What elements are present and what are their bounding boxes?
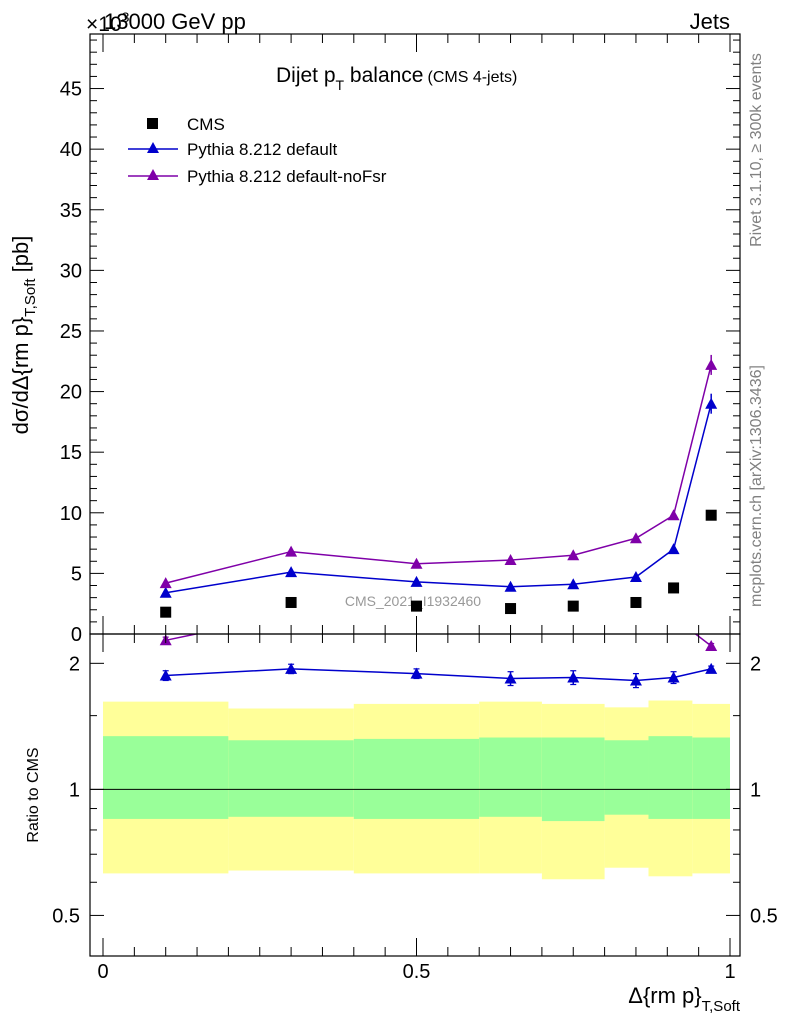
ratio-point xyxy=(630,581,642,592)
ratio-line xyxy=(165,668,712,682)
ratio-point xyxy=(705,639,718,651)
main-series xyxy=(159,354,718,618)
mc-point xyxy=(504,580,517,592)
y-tick-label: 5 xyxy=(71,563,82,585)
mc-point xyxy=(567,549,580,561)
legend: CMS Pythia 8.212 default Pythia 8.212 de… xyxy=(128,115,387,186)
cms-point xyxy=(668,582,680,594)
y-tick-label: 10 xyxy=(60,503,82,525)
ratio-y-tick-label: 2 xyxy=(69,653,80,675)
main-x-ticks xyxy=(102,34,731,634)
mc-point xyxy=(159,577,172,589)
ratio-y-tick-label-right: 2 xyxy=(750,653,761,675)
ratio-y-tick-label-right: 0.5 xyxy=(750,905,778,927)
exponent-label: ×103 xyxy=(86,9,130,36)
y-tick-label: 30 xyxy=(60,260,82,282)
y-tick-label: 45 xyxy=(60,79,82,101)
ratio-point xyxy=(159,669,172,681)
ratio-bands xyxy=(103,700,730,880)
energy-label: 13000 GeV pp xyxy=(104,9,246,34)
mc-point xyxy=(667,509,680,521)
ratio-point xyxy=(668,611,680,622)
inner-band xyxy=(541,737,605,822)
ratio-point xyxy=(667,671,680,683)
main-y-axis: 0 5 10 15 20 25 30 35 40 45 xyxy=(60,39,740,646)
mc-point xyxy=(410,557,423,569)
inner-band xyxy=(353,738,480,819)
ratio-point xyxy=(629,674,642,686)
ratio-point xyxy=(705,662,718,674)
series-0 xyxy=(160,509,717,618)
mc-point xyxy=(629,532,642,544)
ratio-x-axis: 0 0.5 1 xyxy=(97,634,736,983)
inner-band xyxy=(692,737,730,819)
y-tick-label: 15 xyxy=(60,442,82,464)
cms-point xyxy=(505,603,517,615)
series-line xyxy=(165,364,712,584)
y-tick-label: 40 xyxy=(60,139,82,161)
series-1 xyxy=(159,393,718,598)
legend-marker-default xyxy=(147,142,159,153)
x-tick-label: 0 xyxy=(97,961,108,983)
legend-label-default: Pythia 8.212 default xyxy=(187,140,338,159)
mc-point xyxy=(285,566,298,578)
legend-label-nofsr: Pythia 8.212 default-noFsr xyxy=(187,167,387,186)
ratio-point xyxy=(504,672,517,684)
cms-point xyxy=(285,596,297,608)
rivet-label: Rivet 3.1.10, ≥ 300k events xyxy=(748,53,765,247)
x-tick-label: 1 xyxy=(724,961,735,983)
mcplots-label: mcplots.cern.ch [arXiv:1306.3436] xyxy=(748,365,765,607)
mc-point xyxy=(667,543,680,555)
ratio-y-tick-label-right: 1 xyxy=(750,779,761,801)
mc-point xyxy=(504,554,517,566)
inner-band xyxy=(604,740,649,815)
jets-label: Jets xyxy=(690,9,730,34)
inner-band xyxy=(103,736,229,819)
ratio-panel: 0.5 0.51 12 2 0 0.5 1 Ratio to CMS Δ{rm p}T,S… xyxy=(25,581,778,1015)
cms-point xyxy=(567,600,579,612)
cms-point xyxy=(630,596,642,608)
ratio-point xyxy=(285,608,297,619)
inner-band xyxy=(648,736,693,819)
y-tick-label: 25 xyxy=(60,321,82,343)
mc-point xyxy=(705,358,718,370)
series-2 xyxy=(159,354,718,589)
ratio-y-label: Ratio to CMS xyxy=(25,747,42,842)
x-tick-label: 0.5 xyxy=(403,961,431,983)
cms-point xyxy=(160,606,172,618)
mc-point xyxy=(285,545,298,557)
main-y-label: dσ/dΔ{rm p}T,Soft [pb] xyxy=(8,236,39,435)
y-tick-label: 35 xyxy=(60,200,82,222)
ratio-point xyxy=(410,667,423,679)
mc-point xyxy=(567,578,580,590)
cms-point xyxy=(705,509,717,521)
ratio-series-1 xyxy=(159,581,718,651)
ratio-series-0 xyxy=(159,662,718,689)
mc-point xyxy=(410,575,423,587)
ratio-y-tick-label: 0.5 xyxy=(52,905,80,927)
inner-band xyxy=(228,740,354,817)
ratio-frame xyxy=(89,633,741,957)
mc-point xyxy=(159,586,172,598)
chart-title: Dijet pT balance (CMS 4-jets) xyxy=(276,64,517,93)
mc-point xyxy=(629,571,642,583)
ratio-point xyxy=(285,662,298,674)
ratio-point xyxy=(567,671,580,683)
x-axis-label: Δ{rm p}T,Soft xyxy=(628,983,741,1015)
legend-label-cms: CMS xyxy=(187,115,225,134)
y-tick-label: 0 xyxy=(71,624,82,646)
legend-marker-nofsr xyxy=(147,169,159,180)
y-tick-label: 20 xyxy=(60,382,82,404)
legend-marker-cms xyxy=(147,118,158,129)
mc-point xyxy=(705,397,718,409)
ratio-y-tick-label: 1 xyxy=(69,779,80,801)
cms-point xyxy=(411,600,422,612)
ratio-y-axis: 0.5 0.5 1 1 2 2 xyxy=(52,653,778,927)
series-line xyxy=(165,403,712,594)
inner-band xyxy=(479,737,542,817)
